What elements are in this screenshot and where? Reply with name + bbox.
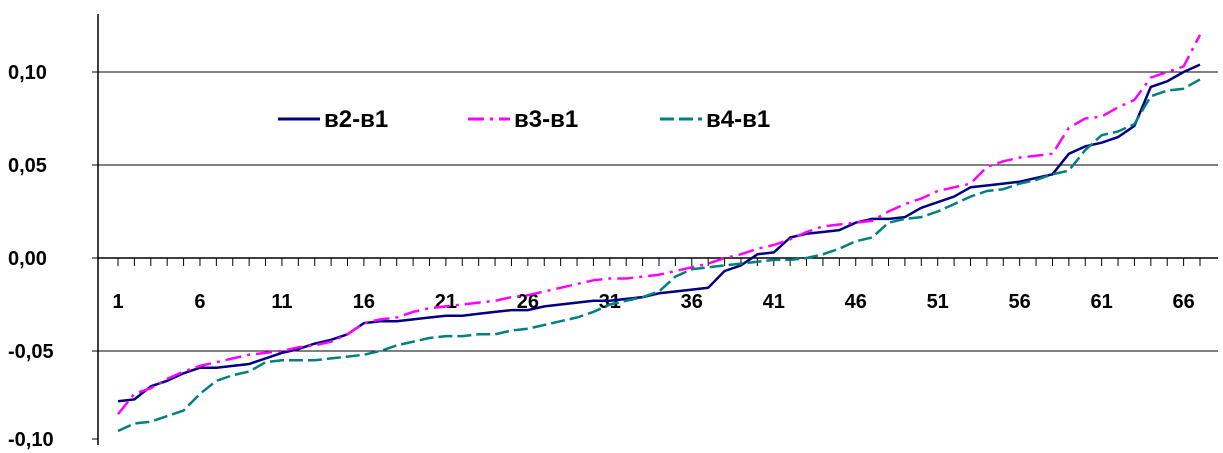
y-tick-label: 0,10 — [8, 62, 47, 84]
x-tick-label: 11 — [271, 291, 292, 313]
x-tick-label: 56 — [1009, 291, 1031, 313]
x-tick-label: 41 — [763, 291, 785, 313]
legend-label: в2-в1 — [324, 106, 388, 133]
axes: 0,100,050,00-0,05-0,101 6 11 16 21 26 31 36 41 46… — [8, 14, 1218, 451]
y-tick-label: 0,05 — [8, 155, 47, 177]
gridlines — [98, 71, 1218, 352]
x-tick-label: 36 — [681, 291, 703, 313]
x-tick-label: 66 — [1172, 291, 1194, 313]
x-tick-label: 26 — [517, 291, 539, 313]
legend-label: в4-в1 — [706, 106, 770, 133]
x-tick-label: 51 — [927, 291, 949, 313]
x-tick-label: 61 — [1091, 291, 1113, 313]
x-tick-label: 21 — [435, 291, 457, 313]
x-tick-label: 16 — [353, 291, 375, 313]
series-line-1 — [117, 63, 1201, 403]
series-lines — [117, 34, 1202, 433]
series-line-2 — [117, 34, 1202, 415]
legend: в2-в1 в3-в1 в4-в1 — [278, 106, 770, 133]
x-tick-label: 1 — [112, 291, 123, 313]
series-line-3 — [117, 78, 1201, 433]
y-tick-label: -0,05 — [8, 341, 54, 363]
x-tick-label: 46 — [845, 291, 867, 313]
y-tick-label: -0,10 — [8, 429, 54, 451]
x-tick-label: 6 — [194, 291, 205, 313]
y-tick-label: 0,00 — [8, 248, 47, 270]
legend-label: в3-в1 — [514, 106, 578, 133]
